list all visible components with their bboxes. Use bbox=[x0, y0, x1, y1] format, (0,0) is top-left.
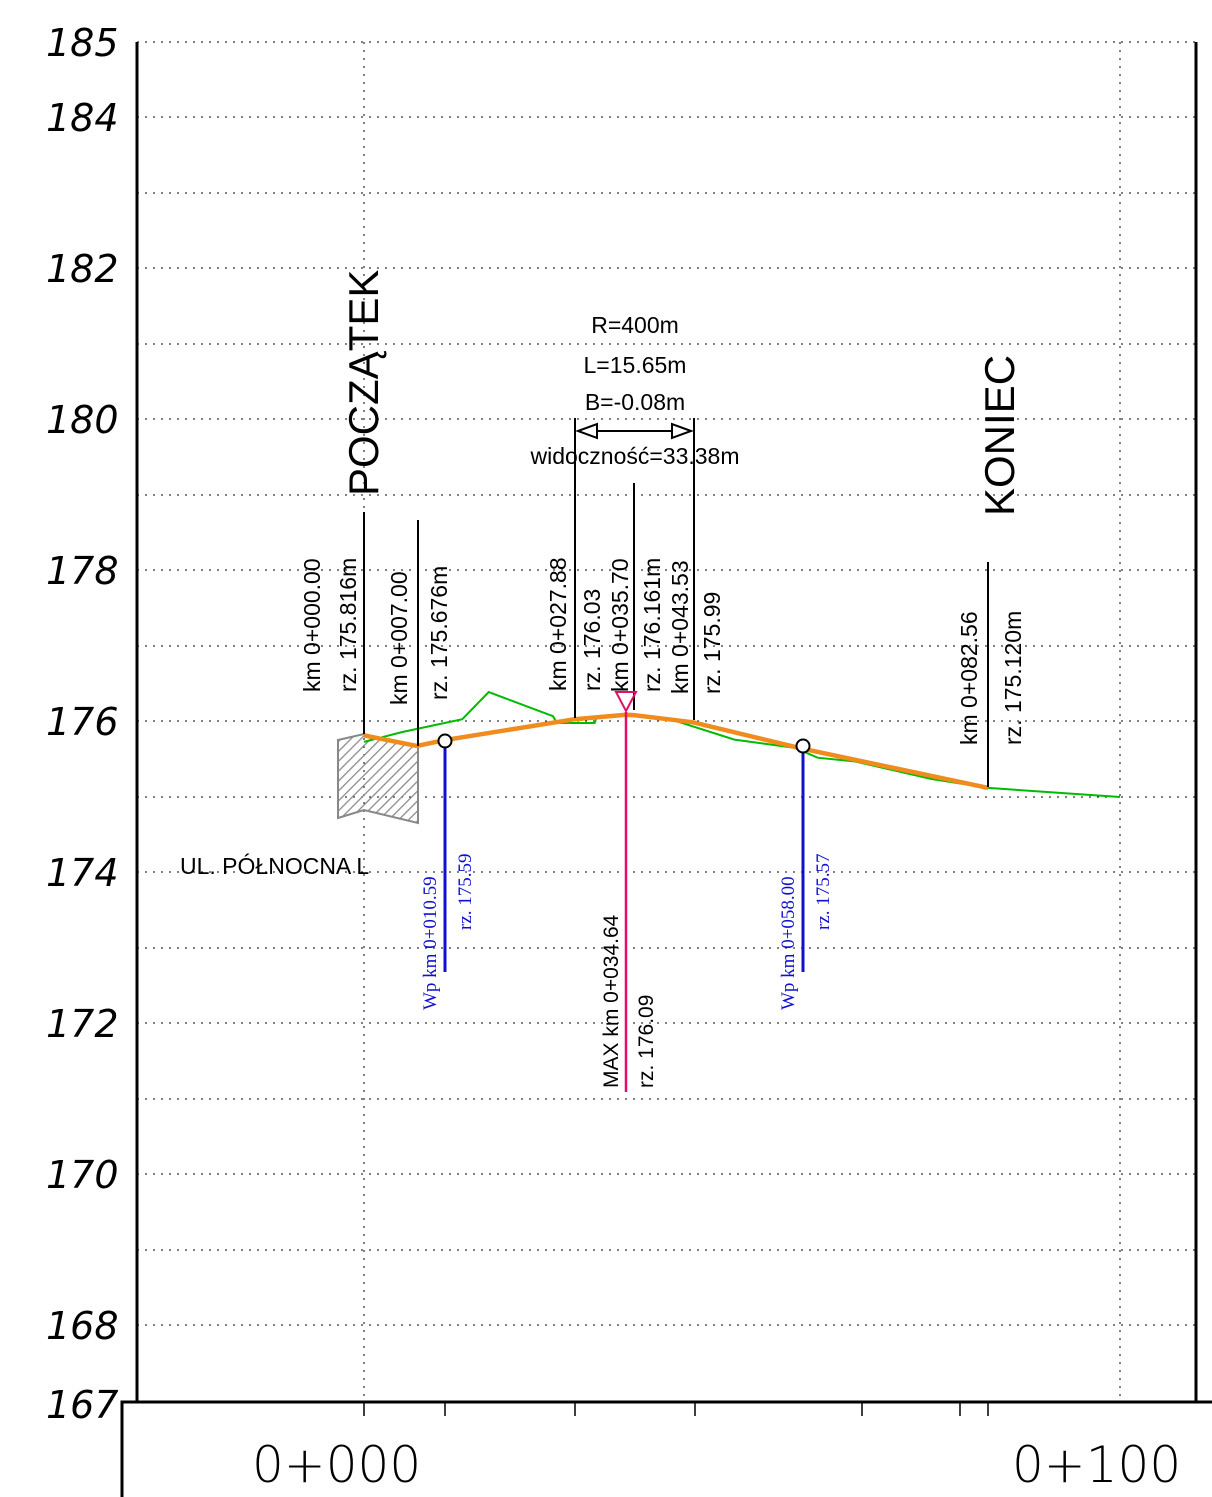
vertex-2-km: Wp km 0+058.00 bbox=[778, 876, 799, 1010]
existing-street-hatch bbox=[337, 732, 419, 825]
y-tick-label: 180 bbox=[46, 398, 119, 442]
max-point-marker: MAX km 0+034.64 rz. 176.09 bbox=[600, 691, 658, 1092]
station-km-label: km 0+000.00 bbox=[299, 558, 325, 692]
curve-visibility: widoczność=33.38m bbox=[529, 443, 739, 469]
max-rz: rz. 176.09 bbox=[635, 995, 658, 1088]
y-tick-label: 178 bbox=[46, 549, 119, 593]
station-km-label: km 0+043.53 bbox=[667, 560, 693, 694]
vertex-1: Wp km 0+010.59 rz. 175.59 bbox=[420, 733, 476, 1010]
station-leaders bbox=[363, 418, 989, 787]
curve-radius: R=400m bbox=[591, 312, 679, 338]
vertex-1-rz: rz. 175.59 bbox=[455, 853, 476, 930]
y-tick-label: 167 bbox=[46, 1383, 119, 1427]
curve-length: L=15.65m bbox=[584, 352, 687, 378]
curve-dimension-arrow bbox=[575, 422, 694, 440]
start-label: POCZĄTEK bbox=[340, 270, 387, 496]
vertex-2-rz: rz. 175.57 bbox=[813, 853, 834, 930]
y-tick-label: 176 bbox=[46, 700, 119, 744]
y-tick-label: 168 bbox=[46, 1304, 119, 1348]
chainage-label-start: 0+000 bbox=[252, 1436, 421, 1494]
chainage-label-end: 0+100 bbox=[1012, 1436, 1181, 1494]
vertex-1-km: Wp km 0+010.59 bbox=[420, 876, 441, 1010]
station-km-label: km 0+035.70 bbox=[607, 558, 633, 692]
y-tick-label: 185 bbox=[46, 21, 119, 65]
design-grade-line bbox=[363, 712, 989, 791]
y-tick-label: 172 bbox=[46, 1002, 119, 1046]
station-rz-label: rz. 176.03 bbox=[579, 589, 605, 691]
frame bbox=[120, 42, 1212, 1497]
station-rz-label: rz. 176.161m bbox=[639, 558, 665, 692]
y-tick-label: 182 bbox=[46, 247, 119, 291]
station-km-label: km 0+007.00 bbox=[386, 571, 412, 705]
station-rz-label: rz. 175.99 bbox=[699, 592, 725, 694]
y-tick-label: 170 bbox=[46, 1153, 119, 1197]
end-label: KONIEC bbox=[976, 355, 1023, 516]
station-km-label: km 0+027.88 bbox=[545, 557, 571, 691]
bottom-ticks bbox=[363, 1402, 989, 1416]
station-km-label: km 0+082.56 bbox=[956, 611, 982, 745]
max-km: MAX km 0+034.64 bbox=[600, 914, 623, 1088]
station-rz-label: rz. 175.120m bbox=[1000, 611, 1026, 745]
street-label: UL. PÓŁNOCNA L bbox=[180, 853, 369, 879]
y-tick-label: 184 bbox=[46, 96, 119, 140]
y-tick-label: 174 bbox=[46, 851, 119, 895]
station-rz-label: rz. 175.816m bbox=[335, 558, 361, 692]
y-axis-labels: 185 184 182 180 178 176 174 172 170 168 … bbox=[46, 21, 119, 1427]
station-rz-label: rz. 175.676m bbox=[426, 566, 452, 700]
grid-horizontal bbox=[137, 41, 1196, 1326]
curve-offset: B=-0.08m bbox=[585, 389, 685, 415]
vertex-2: Wp km 0+058.00 rz. 175.57 bbox=[778, 738, 834, 1010]
